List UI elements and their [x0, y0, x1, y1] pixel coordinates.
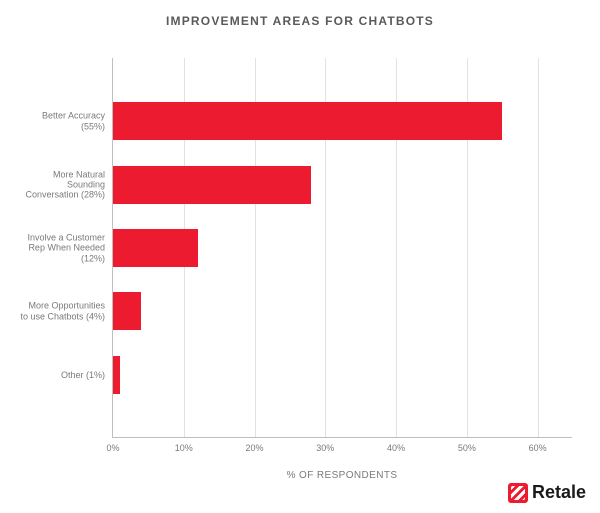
- x-tick-label: 10%: [175, 437, 193, 453]
- y-tick-label: More Natural Sounding Conversation (28%): [19, 169, 113, 200]
- x-tick-label: 40%: [387, 437, 405, 453]
- gridline: [538, 58, 539, 437]
- chart-title: IMPROVEMENT AREAS FOR CHATBOTS: [0, 14, 600, 28]
- logo-text: Retale: [532, 482, 586, 503]
- brand-logo: Retale: [508, 482, 586, 503]
- chart-container: IMPROVEMENT AREAS FOR CHATBOTS 0%10%20%3…: [0, 0, 600, 513]
- x-axis-label: % OF RESPONDENTS: [112, 470, 572, 481]
- x-tick-label: 30%: [316, 437, 334, 453]
- bar: [113, 292, 141, 330]
- bar: [113, 166, 311, 204]
- plot-area: 0%10%20%30%40%50%60%Better Accuracy (55%…: [112, 58, 572, 438]
- x-tick-label: 60%: [529, 437, 547, 453]
- y-tick-label: Other (1%): [19, 369, 113, 379]
- bar: [113, 356, 120, 394]
- x-tick-label: 20%: [246, 437, 264, 453]
- logo-mark-icon: [508, 483, 528, 503]
- x-tick-label: 0%: [106, 437, 119, 453]
- bar: [113, 229, 198, 267]
- y-tick-label: Better Accuracy (55%): [19, 111, 113, 132]
- y-tick-label: More Opportunities to use Chatbots (4%): [19, 301, 113, 322]
- x-tick-label: 50%: [458, 437, 476, 453]
- y-tick-label: Involve a Customer Rep When Needed (12%): [19, 232, 113, 263]
- bar: [113, 102, 502, 140]
